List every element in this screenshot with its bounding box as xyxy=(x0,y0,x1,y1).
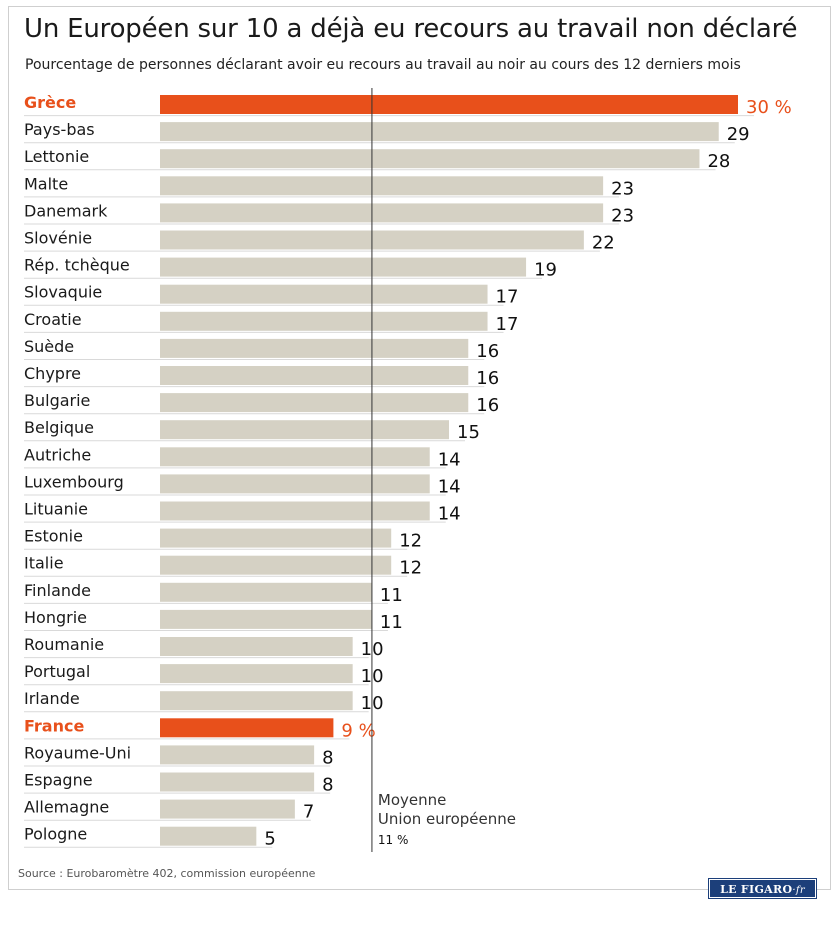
category-label-royaume-uni: Royaume-Uni xyxy=(24,743,131,762)
category-label-croatie: Croatie xyxy=(24,310,82,329)
category-label-roumanie: Roumanie xyxy=(24,635,104,654)
bar-lettonie xyxy=(160,149,700,169)
category-label-luxembourg: Luxembourg xyxy=(24,472,124,491)
category-label-slovaquie: Slovaquie xyxy=(24,283,102,302)
value-label-chypre: 16 xyxy=(476,368,499,389)
bar-estonie xyxy=(160,528,392,548)
source-note: Source : Eurobaromètre 402, commission e… xyxy=(18,867,316,880)
category-label-belgique: Belgique xyxy=(24,418,94,437)
bar-france xyxy=(160,718,334,738)
category-label-slovenie: Slovénie xyxy=(24,229,92,248)
value-label-royaume-uni: 8 xyxy=(322,747,333,768)
value-labels: 30 % 29 28 23 23 22 19 17 17 16 16 16 15 14 14 14 12 12 11… xyxy=(264,97,791,850)
value-label-hongrie: 11 xyxy=(380,612,403,633)
value-label-danemark: 23 xyxy=(611,205,634,226)
value-label-luxembourg: 14 xyxy=(438,476,461,497)
logo-text: LE FIGARO xyxy=(720,883,793,896)
bar-irlande xyxy=(160,691,353,711)
category-labels: Grèce Pays-bas Lettonie Malte Danemark Slovén… xyxy=(24,93,131,844)
value-label-autriche: 14 xyxy=(438,449,461,470)
logo-suffix: ·fr xyxy=(792,885,805,896)
bar-roumanie xyxy=(160,637,353,656)
eu-average-label-line2: Union européenne xyxy=(378,810,516,828)
value-label-espagne: 8 xyxy=(322,775,333,796)
bar-suede xyxy=(160,338,469,358)
category-label-lettonie: Lettonie xyxy=(24,147,89,166)
bar-hongrie xyxy=(160,609,372,629)
bar-slovaquie xyxy=(160,284,488,304)
category-label-chypre: Chypre xyxy=(24,364,81,383)
category-label-estonie: Estonie xyxy=(24,527,83,546)
bar-pays-bas xyxy=(160,122,719,142)
category-label-suede: Suède xyxy=(24,337,74,356)
bar-rep-tcheque xyxy=(160,257,527,277)
category-label-rep-tcheque: Rép. tchèque xyxy=(24,256,130,275)
value-label-italie: 12 xyxy=(399,558,422,579)
bars-group xyxy=(160,95,738,846)
value-label-belgique: 15 xyxy=(457,422,480,443)
value-label-slovenie: 22 xyxy=(592,233,615,254)
value-label-croatie: 17 xyxy=(496,314,519,335)
category-label-hongrie: Hongrie xyxy=(24,608,87,627)
category-label-france: France xyxy=(24,716,84,735)
category-label-portugal: Portugal xyxy=(24,662,90,681)
category-label-lituanie: Lituanie xyxy=(24,500,88,519)
le-figaro-logo: LE FIGARO·fr xyxy=(708,878,817,899)
value-label-slovaquie: 17 xyxy=(496,287,519,308)
eu-average-value: 11 % xyxy=(378,833,409,847)
bar-portugal xyxy=(160,664,353,684)
category-label-allemagne: Allemagne xyxy=(24,798,109,817)
category-label-finlande: Finlande xyxy=(24,581,91,600)
bar-croatie xyxy=(160,311,488,331)
row-dividers xyxy=(24,115,754,848)
bar-pologne xyxy=(160,826,257,846)
value-label-bulgarie: 16 xyxy=(476,395,499,416)
bar-chypre xyxy=(160,366,469,385)
value-label-finlande: 11 xyxy=(380,585,403,606)
category-label-irlande: Irlande xyxy=(24,689,80,708)
value-label-pays-bas: 29 xyxy=(727,124,750,145)
value-label-allemagne: 7 xyxy=(303,802,314,823)
value-label-lettonie: 28 xyxy=(707,151,730,172)
value-label-lituanie: 14 xyxy=(438,504,461,525)
value-label-suede: 16 xyxy=(476,341,499,362)
category-label-danemark: Danemark xyxy=(24,201,108,220)
bar-italie xyxy=(160,555,392,575)
bar-bulgarie xyxy=(160,393,469,413)
category-label-espagne: Espagne xyxy=(24,771,93,790)
bar-lituanie xyxy=(160,501,430,521)
value-label-grece: 30 % xyxy=(746,97,792,118)
value-label-france: 9 % xyxy=(341,720,375,741)
bar-belgique xyxy=(160,420,449,440)
bar-allemagne xyxy=(160,799,295,819)
value-label-estonie: 12 xyxy=(399,531,422,552)
value-label-rep-tcheque: 19 xyxy=(534,260,557,281)
bar-malte xyxy=(160,176,604,196)
bar-danemark xyxy=(160,203,604,223)
category-label-malte: Malte xyxy=(24,174,68,193)
bar-autriche xyxy=(160,447,430,467)
chart-title: Un Européen sur 10 a déjà eu recours au … xyxy=(24,14,798,44)
bar-luxembourg xyxy=(160,474,430,494)
bar-espagne xyxy=(160,772,315,792)
category-label-italie: Italie xyxy=(24,554,64,573)
category-label-pays-bas: Pays-bas xyxy=(24,120,95,139)
category-label-pologne: Pologne xyxy=(24,825,87,844)
category-label-grece: Grèce xyxy=(24,93,76,112)
value-label-pologne: 5 xyxy=(264,829,275,850)
bar-finlande xyxy=(160,582,372,602)
bar-royaume-uni xyxy=(160,745,315,765)
bar-grece xyxy=(160,95,738,114)
category-label-bulgarie: Bulgarie xyxy=(24,391,90,410)
value-label-malte: 23 xyxy=(611,178,634,199)
eu-average-label-line1: Moyenne xyxy=(378,791,446,809)
category-label-autriche: Autriche xyxy=(24,445,91,464)
chart-subtitle: Pourcentage de personnes déclarant avoir… xyxy=(25,57,741,73)
